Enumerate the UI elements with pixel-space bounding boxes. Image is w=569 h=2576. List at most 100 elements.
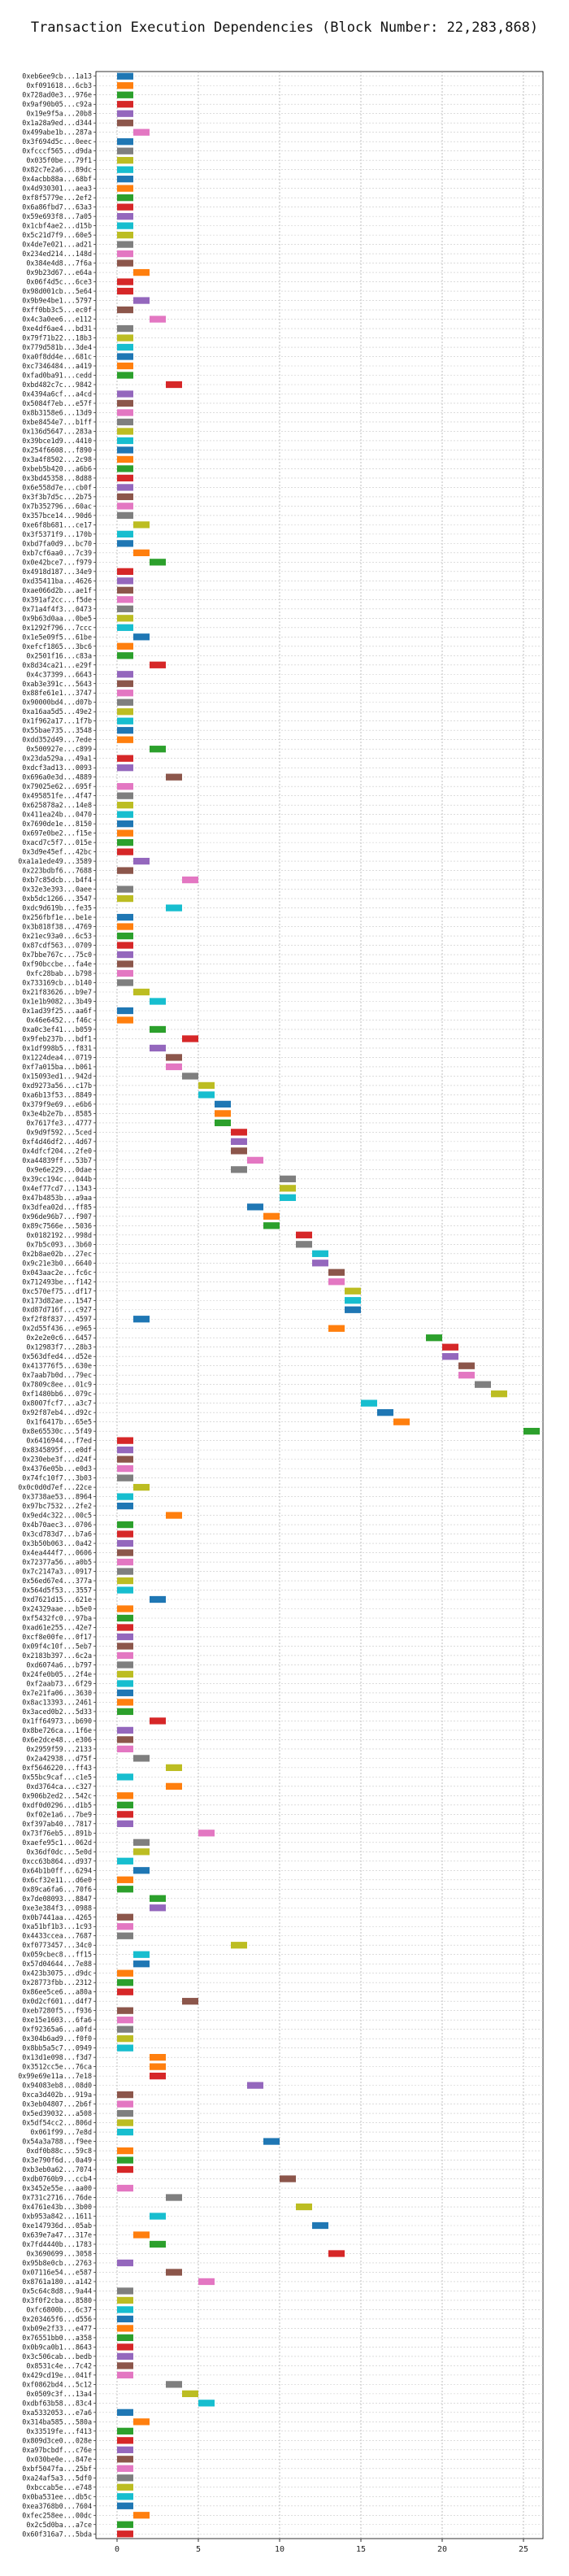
execution-bar bbox=[117, 2147, 133, 2155]
execution-bar bbox=[377, 1409, 393, 1416]
execution-bar bbox=[328, 2250, 345, 2257]
y-tick-label: 0x906b2ed2...542c bbox=[22, 1791, 92, 1799]
execution-bar bbox=[166, 2381, 182, 2388]
execution-bar bbox=[117, 2427, 133, 2435]
y-tick-label: 0x4ef77cd7...1343 bbox=[22, 1184, 92, 1192]
y-tick-label: 0x3f0f2cba...8580 bbox=[22, 2296, 92, 2304]
y-tick-label: 0x0509c3f...13a4 bbox=[26, 2390, 92, 2398]
execution-bar bbox=[117, 2306, 133, 2313]
y-tick-label: 0x8be726ca...1f6e bbox=[22, 1726, 92, 1734]
y-tick-label: 0xdd352d49...7ede bbox=[22, 736, 92, 744]
execution-bar bbox=[198, 1830, 215, 1837]
y-tick-label: 0x697e0be2...f15e bbox=[22, 829, 92, 838]
execution-bar bbox=[117, 1530, 133, 1538]
execution-bar bbox=[280, 1194, 296, 1201]
execution-bar bbox=[361, 1399, 377, 1407]
execution-bar bbox=[263, 1222, 280, 1229]
execution-bar bbox=[475, 1381, 491, 1388]
execution-bar bbox=[117, 848, 133, 855]
execution-bar bbox=[117, 2446, 133, 2453]
execution-bar bbox=[312, 2221, 328, 2230]
execution-bar bbox=[442, 1343, 458, 1351]
execution-bar bbox=[117, 690, 133, 697]
y-tick-label: 0x88fe61e1...3747 bbox=[22, 689, 92, 697]
y-tick-label: 0x234ed214...148d bbox=[22, 250, 92, 258]
y-tick-label: 0x3dfea02d...ff85 bbox=[22, 1203, 92, 1211]
y-tick-label: 0x7617fe3...4777 bbox=[26, 1119, 92, 1127]
y-tick-label: 0x5df54cc2...806d bbox=[22, 2119, 92, 2127]
execution-bar bbox=[117, 642, 133, 650]
execution-bar bbox=[117, 1586, 133, 1594]
y-tick-label: 0xf1480bb6...079c bbox=[22, 1390, 92, 1398]
execution-bar bbox=[117, 2334, 133, 2342]
execution-bar bbox=[117, 101, 133, 108]
y-tick-label: 0x39cc194c...044b bbox=[22, 1175, 92, 1183]
execution-bar bbox=[117, 2026, 133, 2033]
y-tick-label: 0xdc9d619b...fe35 bbox=[22, 904, 92, 912]
y-tick-label: 0x8b3158e6...13d9 bbox=[22, 408, 92, 416]
y-tick-label: 0x24fe0b05...2f4e bbox=[22, 1670, 92, 1678]
y-tick-label: 0x94083eb8...08d0 bbox=[22, 2082, 92, 2090]
y-tick-label: 0xdf0b88c...59c8 bbox=[26, 2147, 92, 2155]
execution-bar bbox=[117, 1643, 133, 1650]
execution-bar bbox=[117, 2521, 133, 2528]
y-tick-label: 0x9e6e229...0dae bbox=[26, 1165, 92, 1173]
execution-bar bbox=[312, 1260, 328, 1267]
execution-bar bbox=[182, 2390, 198, 2398]
y-tick-label: 0x4acbb88a...68bf bbox=[22, 175, 92, 183]
execution-bar bbox=[117, 250, 133, 258]
y-tick-label: 0x0d2cf601...d4f7 bbox=[22, 1997, 92, 2005]
x-tick-label: 15 bbox=[356, 2545, 366, 2554]
execution-bar bbox=[117, 428, 133, 435]
execution-bar bbox=[117, 2091, 133, 2099]
execution-bar bbox=[150, 559, 166, 566]
execution-bar bbox=[133, 1755, 150, 1762]
execution-bar bbox=[263, 1212, 280, 1220]
execution-bar bbox=[117, 540, 133, 547]
execution-bar bbox=[117, 1773, 133, 1781]
y-tick-label: 0xa51bf1b3...1c93 bbox=[22, 1922, 92, 1930]
y-tick-label: 0xa0f8dd4e...681c bbox=[22, 353, 92, 361]
y-tick-label: 0x13d1e098...f3d7 bbox=[22, 2053, 92, 2061]
y-tick-label: 0x59e693f8...7a05 bbox=[22, 212, 92, 220]
y-tick-label: 0x256fbf1e...be1e bbox=[22, 913, 92, 921]
execution-bar bbox=[117, 1699, 133, 1706]
execution-bar bbox=[117, 1708, 133, 1716]
y-tick-label: 0x2a42938...d75f bbox=[26, 1754, 92, 1762]
y-tick-label: 0x304b6ad9...f0f0 bbox=[22, 2034, 92, 2043]
y-tick-label: 0xd7621d15...621e bbox=[22, 1595, 92, 1603]
execution-bar bbox=[133, 297, 150, 304]
execution-bar bbox=[117, 306, 133, 314]
execution-bar bbox=[117, 1689, 133, 1697]
execution-bar bbox=[166, 1782, 182, 1790]
execution-bar bbox=[117, 2287, 133, 2295]
execution-bar bbox=[117, 736, 133, 743]
execution-bar bbox=[150, 1895, 166, 1902]
y-tick-label: 0xe4df6ae4...bd31 bbox=[22, 324, 92, 333]
y-tick-label: 0xbd7fa0d9...bc70 bbox=[22, 539, 92, 547]
y-tick-label: 0x1ff64973...b690 bbox=[22, 1717, 92, 1725]
y-tick-label: 0x731c2716...76de bbox=[22, 2194, 92, 2202]
y-tick-label: 0x79025e62...695f bbox=[22, 782, 92, 790]
execution-bar bbox=[117, 2156, 133, 2164]
y-tick-label: 0x7fd4440b...1783 bbox=[22, 2240, 92, 2248]
y-tick-label: 0x733169cb...b140 bbox=[22, 979, 92, 987]
execution-bar bbox=[166, 381, 182, 389]
execution-bar bbox=[117, 951, 133, 959]
y-tick-label: 0x2d55f436...e965 bbox=[22, 1325, 92, 1333]
execution-bar bbox=[458, 1362, 475, 1369]
y-tick-label: 0x8531c4e...7c42 bbox=[26, 2361, 92, 2369]
execution-bar bbox=[117, 194, 133, 202]
y-tick-label: 0x79f71b22...18b3 bbox=[22, 334, 92, 342]
execution-bar bbox=[150, 1044, 166, 1052]
y-tick-label: 0x1df998b5...f831 bbox=[22, 1044, 92, 1052]
execution-bar bbox=[117, 1670, 133, 1678]
y-tick-label: 0xd87d716f...c927 bbox=[22, 1306, 92, 1314]
execution-bar bbox=[150, 998, 166, 1005]
y-tick-label: 0xf2aab73...6f29 bbox=[26, 1679, 92, 1687]
y-tick-label: 0x2e2e0c6...6457 bbox=[26, 1334, 92, 1342]
execution-bar bbox=[133, 857, 150, 865]
execution-bar bbox=[345, 1297, 361, 1304]
execution-bar bbox=[117, 2017, 133, 2024]
y-tick-label: 0xf5646220...ff43 bbox=[22, 1764, 92, 1772]
